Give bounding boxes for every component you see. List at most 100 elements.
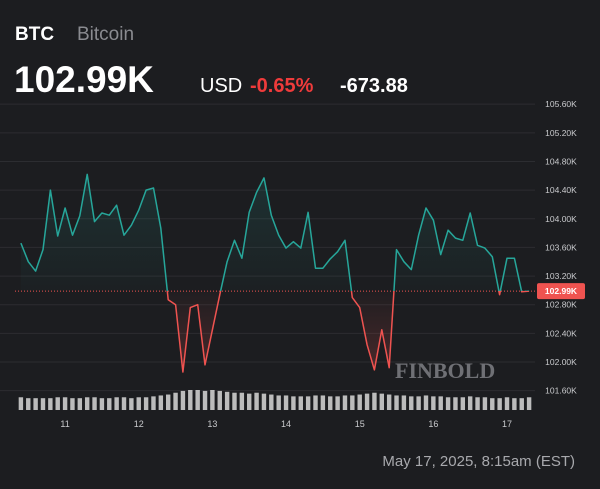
price-tag — [537, 283, 585, 300]
y-tick-label: 104.40K — [545, 185, 577, 195]
volume-bar — [18, 397, 24, 410]
volume-bar — [394, 395, 399, 410]
volume-bar — [475, 397, 480, 410]
y-tick-label: 101.60K — [545, 386, 577, 396]
volume-bar — [401, 395, 407, 410]
volume-bar — [431, 396, 436, 410]
volume-bar — [202, 390, 208, 410]
volume-bar — [99, 398, 105, 410]
volume-bar — [165, 394, 171, 410]
volume-bar — [276, 395, 281, 410]
volume-bar — [158, 395, 164, 410]
volume-bar — [210, 390, 215, 410]
volume-bar — [92, 397, 97, 410]
price-line — [20, 173, 530, 373]
volume-bar — [364, 393, 370, 410]
x-tick-label: 11 — [60, 419, 69, 429]
price: 102.99K — [14, 59, 154, 100]
timestamp: May 17, 2025, 8:15am (EST) — [382, 453, 575, 470]
volume-bar — [107, 398, 112, 410]
volume-bar — [409, 396, 414, 410]
asset-name: Bitcoin — [77, 24, 134, 45]
volume-bar — [48, 398, 53, 410]
symbol: BTC — [15, 24, 54, 45]
volume-bar — [313, 395, 318, 410]
change: -673.88 — [340, 75, 408, 97]
volume-bar — [372, 392, 377, 410]
volume-bar — [490, 398, 495, 410]
volume-bar — [180, 390, 186, 410]
y-tick-label: 103.60K — [545, 242, 577, 252]
volume-bar — [460, 397, 466, 410]
volume-bar — [254, 392, 259, 410]
area — [20, 174, 530, 372]
volume-bar — [298, 396, 303, 410]
volume-bar — [350, 395, 355, 410]
volume-bar — [40, 398, 46, 410]
volume-bar — [482, 397, 488, 410]
y-tick-label: 102.80K — [545, 300, 577, 310]
volume-bar — [188, 390, 193, 410]
x-tick-label: 15 — [355, 419, 365, 429]
volume-bar — [114, 397, 119, 410]
x-tick-label: 12 — [134, 419, 144, 429]
volume-bar — [519, 398, 524, 410]
y-tick-label: 104.80K — [545, 156, 577, 166]
y-tick-label: 102.00K — [545, 357, 577, 367]
y-tick-label: 102.40K — [545, 328, 577, 338]
volume-bar — [445, 397, 451, 410]
volume-bar — [62, 397, 68, 410]
volume-bar — [121, 397, 127, 410]
volume-bar — [55, 397, 60, 410]
volume-bar — [335, 396, 340, 410]
volume-bar — [423, 395, 429, 410]
change-pct: -0.65% — [250, 75, 314, 97]
volume-bar — [261, 393, 267, 410]
currency: USD — [200, 75, 242, 97]
y-tick-label: 105.20K — [545, 128, 577, 138]
volume-bar — [357, 394, 362, 410]
volume-bar — [33, 398, 38, 410]
x-tick-label: 14 — [281, 419, 291, 429]
volume-bar — [232, 392, 237, 410]
volume-bar — [416, 396, 421, 410]
volume-bar — [512, 398, 517, 410]
volume-bar — [77, 398, 83, 410]
volume-bar — [504, 397, 510, 410]
volume-bar — [195, 390, 200, 410]
volume-bar — [151, 396, 156, 410]
volume-bar — [342, 395, 348, 410]
y-tick-label: 105.60K — [545, 99, 577, 109]
volume-bar — [136, 397, 141, 410]
volume-bar — [239, 392, 245, 410]
volume-bar — [26, 398, 31, 410]
y-tick-label: 104.00K — [545, 214, 577, 224]
volume-bar — [526, 397, 532, 410]
volume-bar — [386, 394, 392, 410]
x-tick-label: 13 — [207, 419, 217, 429]
x-tick-label: 17 — [502, 419, 512, 429]
volume-bar — [129, 398, 134, 410]
y-tick-label: 103.20K — [545, 271, 577, 281]
volume-bar — [70, 398, 75, 410]
volume-bar — [497, 398, 502, 410]
volume-bar — [320, 395, 326, 410]
volume-bar — [84, 397, 90, 410]
volume-bar — [467, 396, 473, 410]
volume-bar — [224, 391, 230, 410]
volume-bar — [379, 393, 385, 410]
price-tag-label: 102.99K — [545, 286, 578, 296]
volume-bar — [291, 396, 296, 410]
volume-bar — [438, 396, 443, 410]
volume-bar — [328, 396, 333, 410]
x-tick-label: 16 — [428, 419, 438, 429]
volume-bar — [173, 392, 178, 410]
volume-bar — [305, 396, 311, 410]
volume-bar — [143, 397, 149, 410]
volume-bar — [217, 390, 222, 410]
volume-bar — [269, 394, 274, 410]
volume-bar — [247, 393, 252, 410]
volume-bar — [283, 395, 289, 410]
volume-bar — [453, 397, 458, 410]
